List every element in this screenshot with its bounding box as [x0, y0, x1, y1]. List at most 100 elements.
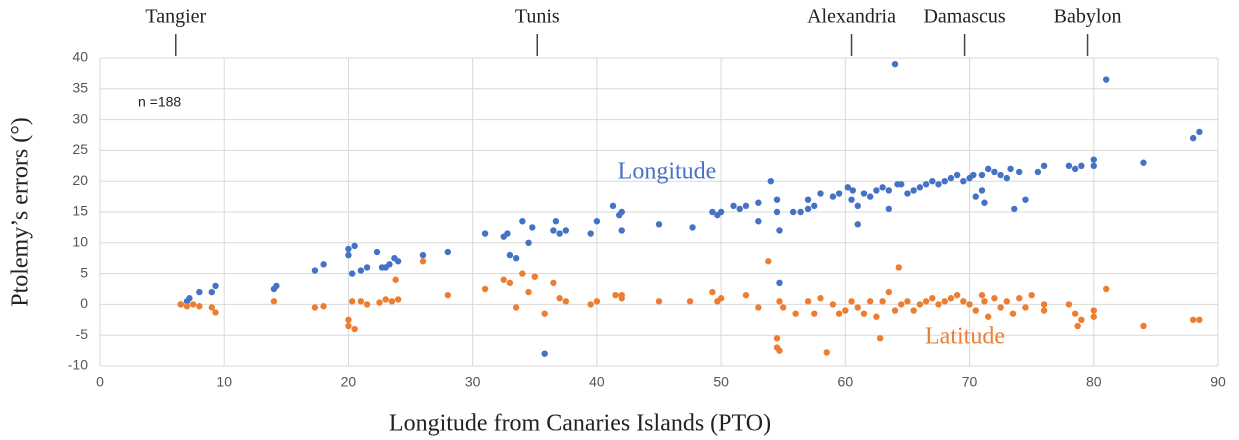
data-point: [419, 258, 427, 265]
series-label: Longitude: [618, 159, 717, 185]
data-point: [1016, 295, 1023, 302]
data-point: [1090, 307, 1097, 314]
y-axis-label: Ptolemy’s errors (°): [8, 117, 34, 307]
data-point: [891, 60, 899, 68]
data-point: [609, 202, 617, 210]
data-point: [1011, 205, 1018, 213]
data-point: [556, 230, 563, 237]
data-point: [776, 298, 783, 305]
data-point: [960, 178, 967, 185]
data-point: [804, 298, 812, 305]
y-tick-label: 30: [72, 110, 88, 126]
data-point: [618, 227, 625, 234]
x-tick-label: 0: [96, 374, 104, 390]
data-point: [984, 313, 992, 320]
data-point: [804, 205, 812, 213]
annotation-label: Tangier: [145, 6, 206, 28]
data-point: [848, 298, 855, 305]
data-point: [348, 270, 356, 277]
x-tick-label: 20: [341, 374, 357, 390]
data-point: [972, 193, 979, 200]
data-point: [776, 279, 783, 287]
data-point: [345, 322, 352, 330]
data-point: [742, 202, 750, 210]
data-point: [860, 310, 868, 317]
data-point: [529, 224, 536, 231]
data-point: [916, 184, 924, 191]
data-point: [212, 309, 219, 316]
data-point: [898, 301, 905, 308]
data-point: [382, 296, 389, 303]
data-point: [742, 291, 750, 299]
data-point: [717, 208, 725, 216]
data-point: [345, 245, 352, 253]
data-point: [885, 288, 893, 296]
data-point: [386, 261, 393, 268]
data-point: [363, 264, 371, 271]
data-point: [789, 208, 797, 216]
data-point: [562, 298, 570, 305]
data-point: [500, 276, 507, 283]
data-point: [552, 218, 560, 225]
x-tick-label: 70: [962, 374, 978, 390]
y-tick-label: 40: [72, 49, 88, 65]
data-point: [755, 304, 762, 311]
data-point: [792, 310, 799, 317]
data-point: [935, 301, 942, 308]
data-point: [910, 187, 917, 194]
data-point: [866, 193, 874, 200]
data-point: [860, 190, 868, 197]
data-point: [804, 196, 812, 203]
data-point: [780, 304, 787, 311]
data-point: [1040, 162, 1048, 169]
data-point: [755, 199, 762, 206]
data-point: [922, 298, 930, 305]
annotation-label: Damascus: [923, 6, 1005, 28]
data-point: [655, 221, 663, 228]
data-point: [829, 193, 837, 200]
data-point: [765, 258, 772, 265]
data-point: [1078, 162, 1085, 169]
x-tick-label: 10: [216, 374, 232, 390]
data-point: [736, 205, 743, 213]
data-point: [709, 288, 716, 296]
data-point: [849, 187, 856, 194]
data-point: [776, 347, 783, 354]
data-point: [273, 282, 280, 290]
data-point: [320, 261, 327, 268]
data-point: [935, 181, 942, 188]
data-point: [481, 230, 489, 237]
y-tick-label: 35: [72, 80, 88, 96]
data-point: [525, 239, 532, 246]
data-point: [885, 187, 893, 194]
data-point: [972, 307, 979, 314]
series-label: Latitude: [925, 324, 1005, 350]
data-point: [1065, 162, 1073, 169]
y-tick-label: 15: [72, 203, 88, 219]
data-point: [1022, 304, 1029, 311]
data-point: [1090, 162, 1097, 169]
data-point: [612, 291, 619, 299]
y-tick-label: 0: [80, 295, 88, 311]
data-point: [196, 303, 203, 310]
data-point: [929, 178, 936, 185]
data-point: [519, 218, 526, 225]
sample-size-note: n =188: [138, 94, 181, 110]
data-point: [196, 288, 203, 296]
data-point: [186, 295, 193, 302]
data-point: [562, 227, 570, 234]
data-point: [717, 295, 725, 302]
y-tick-label: 25: [72, 141, 88, 157]
data-point: [879, 184, 886, 191]
data-point: [618, 291, 625, 299]
data-point: [388, 298, 396, 305]
data-point: [357, 298, 365, 305]
data-point: [776, 227, 783, 234]
data-point: [910, 307, 917, 314]
data-point: [866, 298, 874, 305]
data-point: [978, 171, 986, 179]
data-point: [1078, 316, 1085, 323]
data-point: [1074, 322, 1081, 330]
x-tick-label: 80: [1086, 374, 1102, 390]
data-point: [873, 187, 880, 194]
